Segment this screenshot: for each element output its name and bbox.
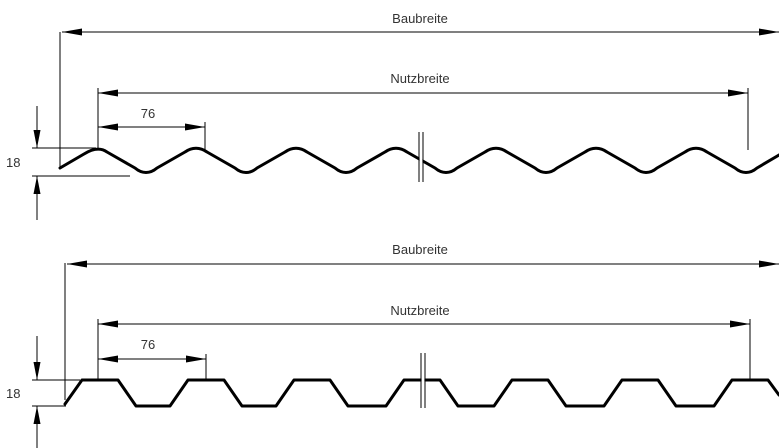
- arrow-left-icon: [62, 28, 82, 36]
- arrow-left-icon: [67, 260, 87, 268]
- arrow-down-icon: [33, 130, 41, 148]
- height-label: 18: [6, 386, 20, 401]
- break-gap: [421, 370, 425, 390]
- trapezoidal-profile-section: Baubreite Nutzbreite 76 18: [6, 242, 779, 448]
- height-label: 18: [6, 155, 20, 170]
- effective-width-dimension: Nutzbreite: [97, 71, 749, 150]
- arrow-right-icon: [185, 123, 205, 131]
- arrow-right-icon: [728, 89, 748, 97]
- arrow-right-icon: [730, 320, 750, 328]
- break-symbol: [418, 132, 424, 182]
- overall-width-dimension: Baubreite: [59, 11, 779, 168]
- break-symbol: [420, 353, 426, 408]
- trapezoidal-profile-line: [63, 378, 779, 408]
- overall-width-label: Baubreite: [392, 11, 448, 26]
- overall-width-label: Baubreite: [392, 242, 448, 257]
- pitch-dimension: 76: [98, 337, 207, 380]
- pitch-label: 76: [141, 106, 155, 121]
- arrow-down-icon: [33, 362, 41, 380]
- arrow-right-icon: [759, 260, 779, 268]
- effective-width-dimension: Nutzbreite: [97, 303, 751, 380]
- arrow-right-icon: [759, 28, 779, 36]
- sinusoidal-profile-line: [58, 146, 779, 174]
- sinusoidal-profile-section: Baubreite Nutzbreite 76 18: [6, 11, 779, 220]
- arrow-left-icon: [98, 89, 118, 97]
- arrow-left-icon: [98, 320, 118, 328]
- break-gap: [419, 145, 423, 167]
- overall-width-dimension: Baubreite: [64, 242, 779, 400]
- pitch-label: 76: [141, 337, 155, 352]
- arrow-up-icon: [33, 176, 41, 194]
- pitch-dimension: 76: [98, 106, 206, 150]
- arrow-left-icon: [98, 355, 118, 363]
- arrow-right-icon: [186, 355, 206, 363]
- arrow-up-icon: [33, 406, 41, 424]
- effective-width-label: Nutzbreite: [390, 71, 449, 86]
- effective-width-label: Nutzbreite: [390, 303, 449, 318]
- height-dimension: 18: [6, 336, 80, 448]
- height-dimension: 18: [6, 106, 130, 220]
- arrow-left-icon: [98, 123, 118, 131]
